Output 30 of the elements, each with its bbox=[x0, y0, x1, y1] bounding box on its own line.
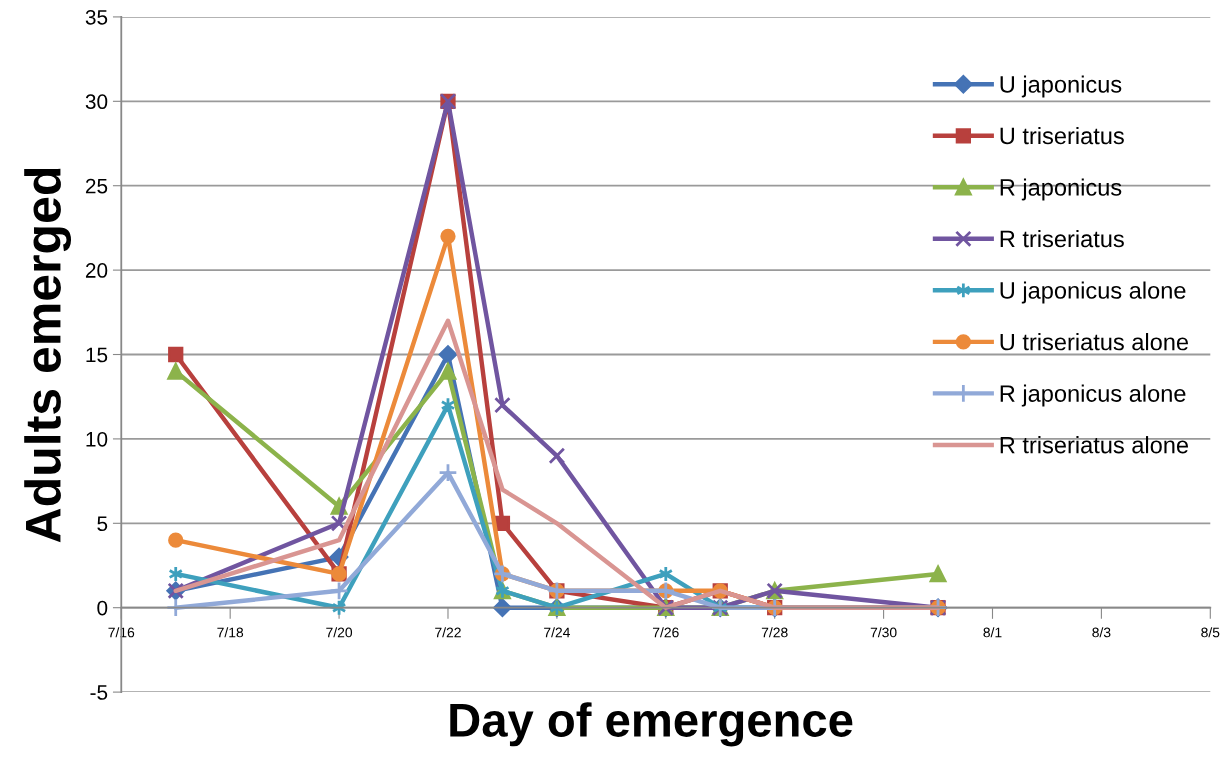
y-tick-label: 15 bbox=[86, 347, 108, 363]
x-tick-label: 7/18 bbox=[217, 627, 244, 638]
y-tick-label: 5 bbox=[97, 516, 108, 532]
legend-label: U triseriatus alone bbox=[1000, 333, 1189, 351]
x-tick-label: 7/16 bbox=[108, 627, 135, 638]
x-tick-label: 7/30 bbox=[870, 627, 897, 638]
x-tick-label: 8/5 bbox=[1201, 627, 1220, 638]
y-tick-label: 30 bbox=[85, 94, 108, 110]
legend-label: R japonicus alone bbox=[1000, 384, 1186, 407]
legend-label: R triseriatus alone bbox=[1000, 436, 1189, 454]
x-tick-label: 7/24 bbox=[544, 627, 570, 638]
legend-label: U japonicus bbox=[1000, 75, 1122, 98]
x-axis-title: Day of emergence bbox=[450, 702, 853, 747]
y-tick-label: 35 bbox=[85, 9, 108, 25]
x-tick-label: 7/22 bbox=[435, 627, 461, 638]
x-tick-label: 8/3 bbox=[1092, 627, 1111, 638]
legend-label: U triseriatus bbox=[1000, 126, 1124, 145]
legend-label: U japonicus alone bbox=[1000, 281, 1186, 304]
x-tick-label: 7/28 bbox=[761, 627, 788, 638]
y-axis-title: Adults emerged bbox=[24, 168, 72, 543]
y-tick-label: 20 bbox=[85, 263, 108, 278]
x-tick-label: 7/20 bbox=[326, 627, 353, 638]
y-tick-label: 0 bbox=[97, 600, 108, 616]
x-tick-label: 7/26 bbox=[652, 627, 679, 638]
y-tick-label: -5 bbox=[90, 685, 108, 700]
legend-label: R triseriatus bbox=[1000, 229, 1124, 248]
legend-label: R japonicus bbox=[1000, 178, 1122, 201]
y-tick-label: 25 bbox=[85, 178, 108, 194]
x-tick-label: 8/1 bbox=[983, 627, 1002, 638]
y-tick-label: 10 bbox=[86, 431, 108, 447]
